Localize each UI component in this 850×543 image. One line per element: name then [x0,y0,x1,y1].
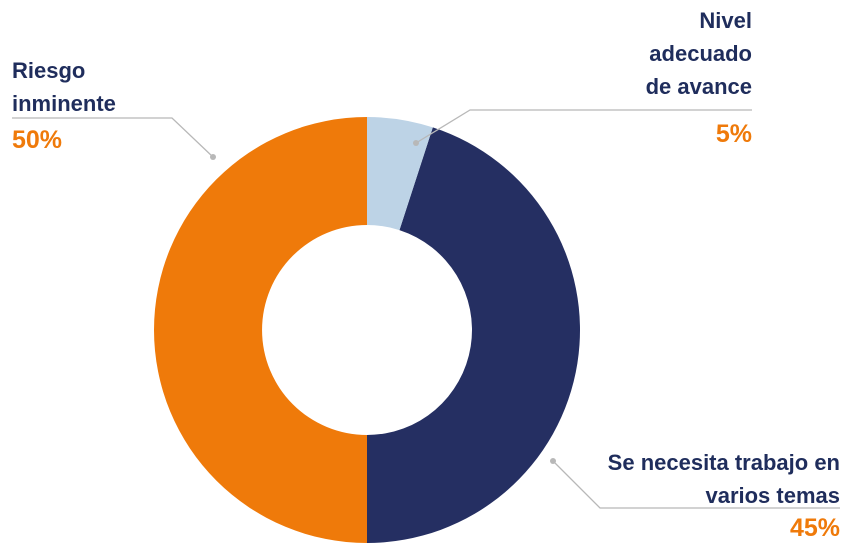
leader-dots [210,140,556,464]
slice-label: Riesgo inminente [12,58,116,116]
leader-lines [12,109,840,509]
slice-label: Se necesita trabajo en varios temas [607,450,840,508]
donut-slice [367,127,580,543]
value-label: 5% [715,120,752,148]
leader-line [12,117,214,158]
leader-dot [550,458,556,464]
value-label: 50% [12,126,63,154]
donut-slice [154,117,367,543]
leader-dot [413,140,419,146]
leader-line [552,460,840,509]
leader-line [415,109,752,144]
leader-dot [210,154,216,160]
value-label: 45% [789,514,840,542]
slice-label: Nivel adecuado de avance [645,8,752,99]
